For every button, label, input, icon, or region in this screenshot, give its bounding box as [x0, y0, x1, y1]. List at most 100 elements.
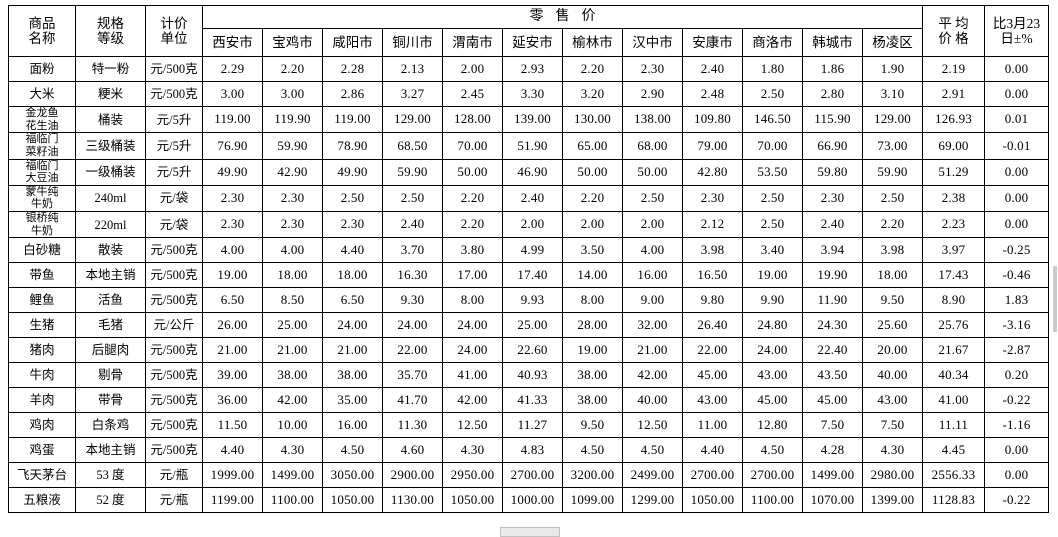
- price-cell: 4.30: [862, 437, 923, 464]
- price-cell: 2.30: [322, 211, 383, 239]
- price-cell: 43.50: [802, 362, 863, 389]
- price-cell: 1499.00: [262, 462, 323, 489]
- price-cell: 25.00: [502, 312, 563, 339]
- price-cell: 119.00: [202, 105, 263, 134]
- horizontal-scrollbar-thumb[interactable]: [500, 527, 560, 537]
- unit-cell: 元/500克: [145, 81, 203, 107]
- price-cell: 68.00: [622, 132, 683, 160]
- price-cell: 2.86: [322, 81, 383, 107]
- price-cell: 16.30: [382, 262, 443, 289]
- price-cell: 2.12: [682, 211, 743, 239]
- price-cell: 2.30: [622, 56, 683, 82]
- city-header: 渭南市: [442, 28, 503, 57]
- price-cell: 3200.00: [562, 462, 623, 489]
- change-cell: 1.83: [984, 287, 1049, 314]
- spec-cell: 特一粉: [75, 56, 146, 82]
- price-cell: 17.40: [502, 262, 563, 289]
- col-header-spec: 规格 等级: [75, 5, 146, 57]
- change-cell: -3.16: [984, 312, 1049, 339]
- price-cell: 4.50: [322, 437, 383, 464]
- name-cell: 带鱼: [8, 262, 76, 289]
- unit-cell: 元/500克: [145, 337, 203, 364]
- price-cell: 38.00: [562, 362, 623, 389]
- price-cell: 2499.00: [622, 462, 683, 489]
- spec-cell: 52 度: [75, 487, 146, 514]
- price-cell: 45.00: [682, 362, 743, 389]
- price-cell: 2.45: [442, 81, 503, 107]
- price-cell: 2.30: [262, 184, 323, 213]
- col-header-retail-price-group: 零售价: [202, 5, 923, 29]
- price-cell: 50.00: [622, 158, 683, 186]
- price-table-container: 商品 名称 规格 等级 计价 单位 零售价 平 均 价 格 比3月23 日±% …: [8, 5, 1049, 514]
- price-cell: 41.33: [502, 387, 563, 414]
- price-cell: 8.00: [562, 287, 623, 314]
- unit-cell: 元/500克: [145, 437, 203, 464]
- change-cell: -0.22: [984, 487, 1049, 514]
- table-row: 带鱼 本地主销 元/500克 19.00 18.00 18.00 16.30 17.00 17.…: [8, 262, 1049, 289]
- price-cell: 4.50: [742, 437, 803, 464]
- price-cell: 42.00: [622, 362, 683, 389]
- price-cell: 2.20: [442, 211, 503, 239]
- avg-cell: 17.43: [922, 262, 985, 289]
- price-cell: 42.00: [442, 387, 503, 414]
- price-cell: 4.83: [502, 437, 563, 464]
- price-cell: 42.80: [682, 158, 743, 186]
- price-cell: 129.00: [382, 105, 443, 134]
- price-cell: 2.30: [682, 184, 743, 213]
- price-cell: 1399.00: [862, 487, 923, 514]
- price-cell: 2.50: [322, 184, 383, 213]
- name-cell: 蒙牛纯 牛奶: [8, 184, 76, 213]
- price-cell: 46.90: [502, 158, 563, 186]
- price-cell: 2.20: [442, 184, 503, 213]
- price-cell: 3050.00: [322, 462, 383, 489]
- change-cell: -2.87: [984, 337, 1049, 364]
- name-cell: 鸡蛋: [8, 437, 76, 464]
- table-row: 面粉 特一粉 元/500克 2.29 2.20 2.28 2.13 2.00 2.93 2.20 2…: [8, 56, 1049, 82]
- table-row: 银桥纯 牛奶 220ml 元/袋 2.30 2.30 2.30 2.40 2.20 2.00 2.…: [8, 211, 1049, 239]
- price-cell: 4.30: [442, 437, 503, 464]
- price-cell: 16.00: [322, 412, 383, 439]
- table-row: 羊肉 带骨 元/500克 36.00 42.00 35.00 41.70 42.00 41.33…: [8, 387, 1049, 414]
- unit-cell: 元/500克: [145, 362, 203, 389]
- table-row: 飞天茅台 53 度元/瓶 1999.00 1499.00 3050.00 2900.00 2…: [8, 462, 1049, 489]
- avg-cell: 69.00: [922, 132, 985, 160]
- change-cell: 0.20: [984, 362, 1049, 389]
- price-cell: 76.90: [202, 132, 263, 160]
- avg-cell: 11.11: [922, 412, 985, 439]
- name-cell: 五粮液: [8, 487, 76, 514]
- price-cell: 36.00: [202, 387, 263, 414]
- spec-cell: 剔骨: [75, 362, 146, 389]
- price-cell: 6.50: [322, 287, 383, 314]
- spec-cell: 后腿肉: [75, 337, 146, 364]
- name-cell: 鲤鱼: [8, 287, 76, 314]
- price-cell: 41.00: [442, 362, 503, 389]
- price-cell: 2.29: [202, 56, 263, 82]
- price-cell: 24.00: [442, 337, 503, 364]
- price-cell: 79.00: [682, 132, 743, 160]
- table-row: 鸡蛋 本地主销 元/500克 4.40 4.30 4.50 4.60 4.30 4.83 4.50…: [8, 437, 1049, 464]
- price-cell: 11.27: [502, 412, 563, 439]
- change-cell: 0.00: [984, 184, 1049, 213]
- price-cell: 2.13: [382, 56, 443, 82]
- vertical-scrollbar-thumb[interactable]: [1053, 266, 1057, 332]
- price-cell: 2.40: [802, 211, 863, 239]
- spec-cell: 三级桶装: [75, 132, 146, 160]
- price-cell: 1999.00: [202, 462, 263, 489]
- price-cell: 10.00: [262, 412, 323, 439]
- spec-cell: 本地主销: [75, 437, 146, 464]
- price-cell: 11.30: [382, 412, 443, 439]
- price-cell: 73.00: [862, 132, 923, 160]
- price-cell: 3.10: [862, 81, 923, 107]
- spec-cell: 240ml: [75, 184, 146, 213]
- price-cell: 7.50: [862, 412, 923, 439]
- city-header: 韩城市: [802, 28, 863, 57]
- price-cell: 4.99: [502, 237, 563, 264]
- price-cell: 40.00: [862, 362, 923, 389]
- price-cell: 4.50: [562, 437, 623, 464]
- price-cell: 43.00: [682, 387, 743, 414]
- city-header: 铜川市: [382, 28, 443, 57]
- price-cell: 2.50: [742, 211, 803, 239]
- price-cell: 6.50: [202, 287, 263, 314]
- city-header-row: 西安市 宝鸡市 咸阳市 铜川市 渭南市 延安市 榆林市 汉中市 安康市 商洛市 韩城市 杨凌区: [9, 28, 1049, 57]
- price-cell: 3.98: [682, 237, 743, 264]
